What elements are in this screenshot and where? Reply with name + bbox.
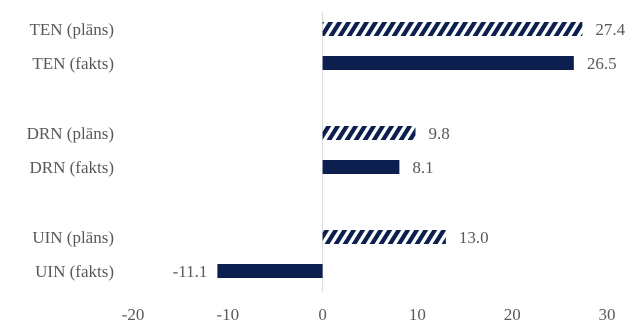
bar-plan-0 bbox=[322, 22, 583, 36]
bar-actual-5 bbox=[217, 264, 323, 278]
value-label: 9.8 bbox=[429, 124, 450, 143]
value-label: 26.5 bbox=[587, 54, 617, 73]
category-label: UIN (fakts) bbox=[35, 262, 114, 281]
category-label: DRN (fakts) bbox=[29, 158, 114, 177]
x-tick-label: -20 bbox=[122, 305, 145, 324]
category-label: UIN (plāns) bbox=[32, 228, 114, 247]
category-label: TEN (fakts) bbox=[32, 54, 114, 73]
bar-actual-1 bbox=[322, 56, 574, 70]
labels-layer: TEN (plāns) 27.4 TEN (fakts) 26.5 DRN (plāns… bbox=[27, 20, 626, 281]
x-tick-label: 0 bbox=[318, 305, 327, 324]
category-label: TEN (plāns) bbox=[29, 20, 114, 39]
value-label: -11.1 bbox=[173, 262, 208, 281]
x-tick-label: 30 bbox=[599, 305, 616, 324]
value-label: 8.1 bbox=[412, 158, 433, 177]
bar-actual-3 bbox=[322, 160, 400, 174]
category-label: DRN (plāns) bbox=[27, 124, 114, 143]
value-label: 27.4 bbox=[595, 20, 625, 39]
x-tick-label: 20 bbox=[504, 305, 521, 324]
x-tick-label: 10 bbox=[409, 305, 426, 324]
x-axis-ticks: -20 -10 0 10 20 30 bbox=[122, 305, 616, 324]
bar-plan-2 bbox=[322, 126, 416, 140]
bars-layer bbox=[217, 12, 583, 292]
value-label: 13.0 bbox=[459, 228, 489, 247]
x-tick-label: -10 bbox=[216, 305, 239, 324]
bar-plan-4 bbox=[322, 230, 446, 244]
